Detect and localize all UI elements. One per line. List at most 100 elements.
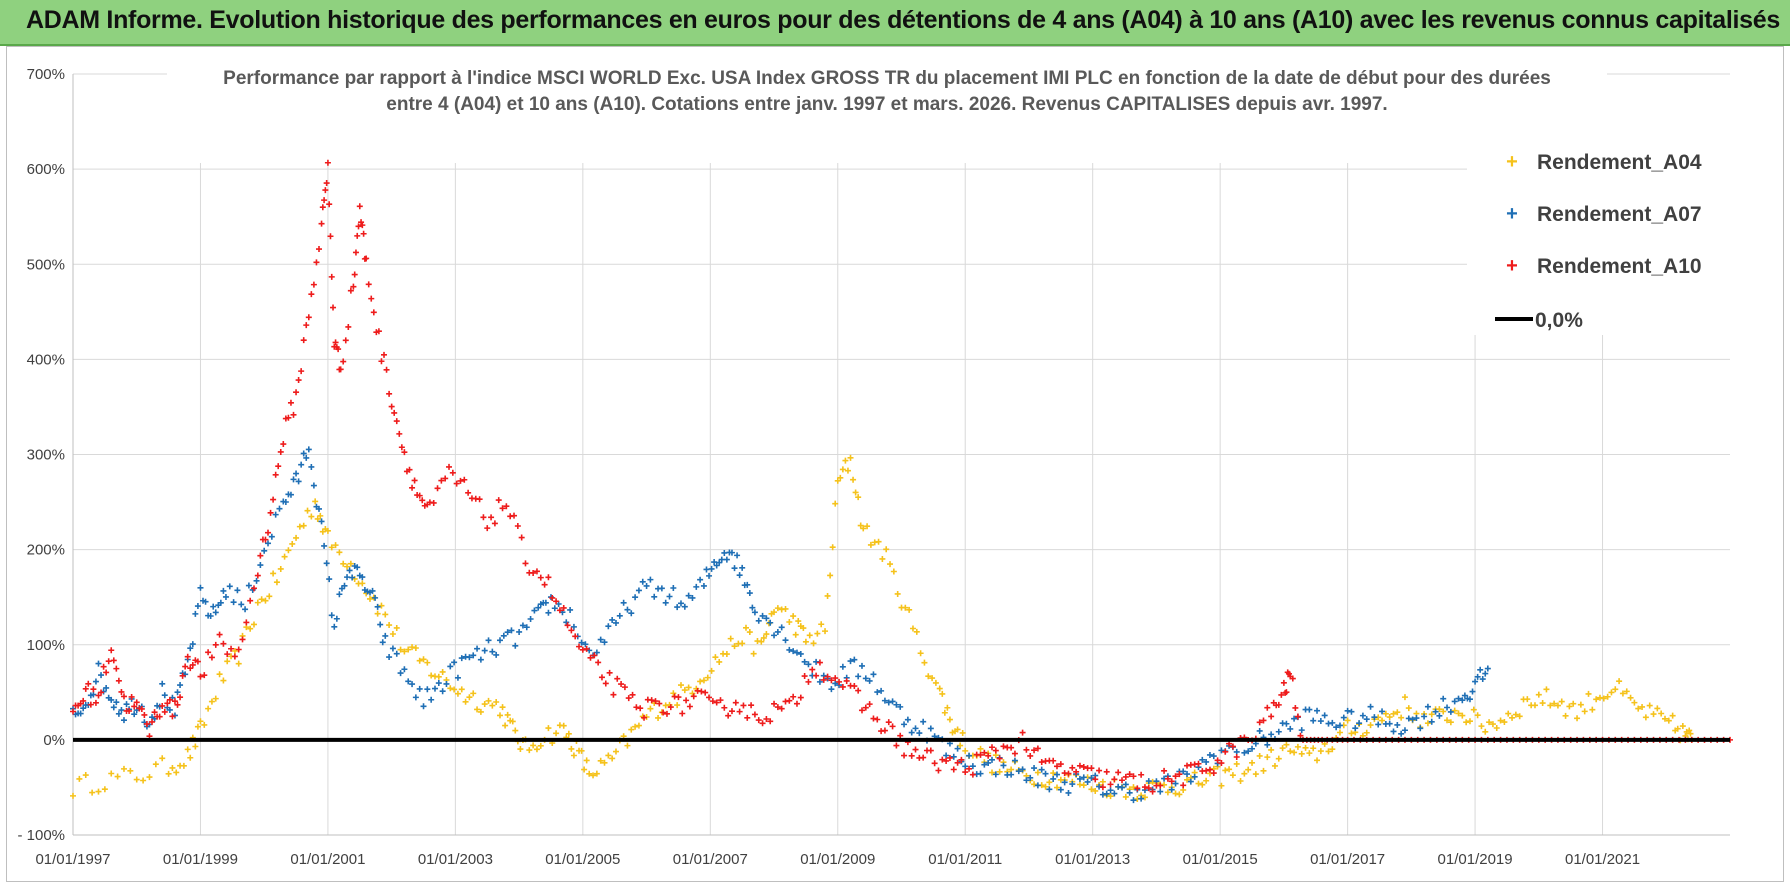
data-point <box>855 673 862 680</box>
legend-item-a07: + Rendement_A07 <box>1506 203 1701 226</box>
data-point <box>567 606 574 613</box>
data-point <box>1593 696 1600 703</box>
data-point <box>77 710 84 717</box>
data-point <box>1297 732 1304 739</box>
data-point <box>388 403 395 410</box>
data-point <box>234 587 241 594</box>
data-point <box>231 653 238 660</box>
data-point <box>312 498 319 505</box>
data-point <box>725 712 732 719</box>
data-point <box>201 672 208 679</box>
data-point <box>1291 715 1298 722</box>
data-point <box>946 716 953 723</box>
data-point <box>813 672 820 679</box>
data-point <box>383 366 390 373</box>
data-point <box>1292 704 1299 711</box>
data-point <box>605 752 612 759</box>
data-point <box>565 730 572 737</box>
data-point <box>806 632 813 639</box>
data-point <box>793 649 800 656</box>
data-point <box>485 637 492 644</box>
data-point <box>771 700 778 707</box>
data-point <box>870 671 877 678</box>
data-point <box>759 612 766 619</box>
data-point <box>929 675 936 682</box>
data-point <box>208 698 215 705</box>
data-point <box>778 624 785 631</box>
data-point <box>243 619 250 626</box>
data-point <box>156 713 163 720</box>
data-point <box>1329 719 1336 726</box>
data-point <box>242 606 249 613</box>
data-point <box>1050 775 1057 782</box>
chart-axes: - 100% 0% 100% 200% 300% 400% 500% 600% 700% 01/0… <box>17 66 1730 868</box>
y-tick-label: 0% <box>43 732 65 749</box>
data-point <box>786 646 793 653</box>
data-point <box>1099 784 1106 791</box>
data-point <box>1325 748 1332 755</box>
chart-title-background <box>167 65 1607 163</box>
data-point <box>1484 665 1491 672</box>
data-point <box>1627 694 1634 701</box>
x-tick-label: 01/01/2011 <box>928 851 1002 868</box>
data-point <box>110 657 117 664</box>
data-point <box>1275 728 1282 735</box>
data-point <box>92 678 99 685</box>
data-point <box>786 618 793 625</box>
data-point <box>489 648 496 655</box>
data-point <box>177 682 184 689</box>
data-point <box>1367 722 1374 729</box>
data-point <box>643 582 650 589</box>
data-point <box>686 703 693 710</box>
data-point <box>601 639 608 646</box>
x-tick-label: 01/01/2021 <box>1565 851 1640 868</box>
data-point <box>578 747 585 754</box>
legend-marker-a10: + <box>1506 255 1518 277</box>
data-point <box>847 454 854 461</box>
legend-label-zero: 0,0% <box>1535 309 1583 332</box>
data-point <box>1344 707 1351 714</box>
data-point <box>220 587 227 594</box>
data-point <box>1157 782 1164 789</box>
data-point <box>491 520 498 527</box>
data-point <box>568 627 575 634</box>
data-point <box>1107 793 1114 800</box>
data-point <box>1130 773 1137 780</box>
data-point <box>931 760 938 767</box>
data-point <box>305 314 312 321</box>
data-point <box>828 686 835 693</box>
data-point <box>832 680 839 687</box>
data-point <box>1191 773 1198 780</box>
data-point <box>1646 702 1653 709</box>
data-point <box>706 694 713 701</box>
data-point <box>966 765 973 772</box>
data-point <box>332 339 339 346</box>
data-point <box>217 599 224 606</box>
data-point <box>935 767 942 774</box>
data-point <box>118 688 125 695</box>
data-point <box>962 769 969 776</box>
data-point <box>1398 714 1405 721</box>
data-point <box>837 474 844 481</box>
data-point <box>285 547 292 554</box>
data-point <box>894 590 901 597</box>
data-point <box>171 698 178 705</box>
data-point <box>428 696 435 703</box>
data-point <box>359 580 366 587</box>
data-point <box>164 700 171 707</box>
data-point <box>1199 781 1206 788</box>
data-point <box>969 771 976 778</box>
data-point <box>257 552 264 559</box>
data-point <box>416 685 423 692</box>
data-point <box>1126 771 1133 778</box>
data-point <box>1264 704 1271 711</box>
data-point <box>347 287 354 294</box>
data-point <box>862 704 869 711</box>
data-point <box>247 597 254 604</box>
data-point <box>850 476 857 483</box>
data-point <box>1268 746 1275 753</box>
data-point <box>108 770 115 777</box>
data-point <box>90 691 97 698</box>
data-point <box>1329 746 1336 753</box>
data-point <box>330 304 337 311</box>
